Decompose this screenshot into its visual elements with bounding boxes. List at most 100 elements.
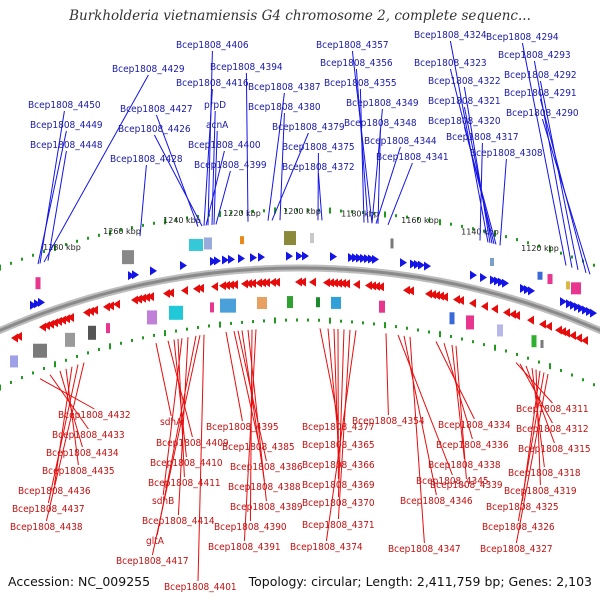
reverse-gene-arrow (353, 279, 360, 289)
outer-tick (87, 236, 89, 240)
reverse-gene-arrow (231, 280, 238, 290)
outer-tick (461, 224, 463, 228)
reverse-gene-arrow (581, 336, 588, 346)
reverse-gene-label: Bcep1808_4436 (18, 486, 91, 497)
outer-tick (318, 208, 320, 212)
forward-gene-arrow (286, 251, 293, 261)
reverse-feature-block (316, 297, 320, 308)
forward-gene-label: Bcep1808_4357 (316, 40, 389, 51)
outer-tick (43, 250, 45, 254)
reverse-feature-block (379, 300, 385, 313)
forward-gene-arrow (330, 252, 337, 262)
outer-tick (483, 229, 485, 233)
reverse-gene-arrow (343, 279, 350, 289)
reverse-gene-arrow (193, 284, 200, 294)
inner-tick (527, 356, 529, 360)
forward-gene-label: Bcep1808_4292 (504, 70, 577, 81)
reverse-gene-label: Bcep1808_4336 (436, 440, 509, 451)
reverse-gene-label: Bcep1808_4410 (150, 458, 223, 469)
outer-tick (395, 214, 397, 218)
reverse-gene-arrow (55, 316, 62, 326)
forward-gene-arrow (180, 260, 187, 270)
reverse-gene-label: Bcep1808_4345 (416, 476, 489, 487)
accession-label: Accession: NC_009255 (8, 574, 151, 589)
forward-gene-label: Bcep1808_4450 (28, 100, 101, 111)
forward-gene-label: Bcep1808_4394 (210, 62, 283, 73)
forward-leader-line (139, 164, 147, 237)
forward-leader-line (499, 158, 507, 246)
forward-gene-arrow (228, 254, 235, 264)
forward-leader-line (155, 114, 199, 227)
forward-leader-line (43, 74, 149, 263)
outer-tick (516, 238, 518, 242)
topology-summary: Topology: circular; Length: 2,411,759 bp… (248, 574, 592, 589)
inner-tick (582, 378, 584, 382)
forward-gene-label: acnA (206, 120, 229, 131)
forward-leader-line (371, 108, 383, 224)
inner-tick (428, 330, 430, 334)
forward-gene-arrow (214, 256, 221, 266)
reverse-gene-arrow (91, 305, 98, 315)
inner-tick (373, 322, 375, 326)
forward-gene-label: Bcep1808_4290 (506, 108, 579, 119)
scale-label: 1220 kbp (223, 209, 261, 218)
reverse-gene-label: Bcep1808_4374 (290, 542, 363, 553)
inner-tick (274, 317, 276, 324)
reverse-feature-block (147, 310, 157, 325)
reverse-feature-block (331, 296, 341, 309)
forward-leader-line (279, 112, 285, 221)
outer-tick (428, 218, 430, 222)
forward-genes (30, 251, 597, 318)
forward-gene-arrow (360, 253, 367, 263)
forward-leader-line (207, 50, 213, 226)
forward-gene-arrow (356, 253, 363, 263)
inner-tick (142, 336, 144, 340)
forward-leader-line (449, 40, 489, 243)
forward-gene-arrow (424, 261, 431, 271)
reverse-gene-arrow (63, 314, 70, 324)
inner-tick (241, 320, 243, 324)
reverse-gene-label: Bcep1808_4395 (206, 422, 279, 433)
forward-leader-line (533, 60, 573, 268)
outer-tick (230, 211, 232, 215)
forward-gene-label: Bcep1808_4449 (30, 120, 103, 131)
forward-feature-block (490, 257, 494, 266)
reverse-gene-arrow (67, 312, 74, 322)
reverse-gene-arrow (309, 277, 316, 287)
forward-gene-arrow (128, 271, 135, 281)
outer-tick (131, 226, 133, 230)
inner-tick (417, 328, 419, 332)
forward-feature-block (571, 282, 581, 295)
reverse-gene-arrow (327, 278, 334, 288)
reverse-feature-block (33, 343, 47, 358)
forward-gene-label: Bcep1808_4355 (324, 78, 397, 89)
outer-tick (417, 217, 419, 221)
reverse-feature-block (65, 332, 75, 347)
reverse-gene-label: Bcep1808_4319 (504, 486, 577, 497)
forward-leader-line (267, 92, 285, 221)
forward-leader-line (203, 88, 213, 226)
reverse-gene-arrow (259, 278, 266, 288)
reverse-gene-arrow (263, 278, 270, 288)
forward-leader-line (215, 170, 231, 225)
forward-gene-arrow (132, 270, 139, 280)
reverse-gene-label: Bcep1808_4401 (164, 582, 237, 593)
inner-tick (164, 330, 166, 337)
reverse-gene-label: Bcep1808_4346 (400, 496, 473, 507)
outer-tick (384, 211, 386, 218)
forward-gene-arrow (238, 254, 245, 264)
reverse-gene-label: Bcep1808_4326 (482, 522, 555, 533)
forward-gene-arrow (520, 283, 527, 293)
reverse-gene-label: Bcep1808_4354 (352, 416, 425, 427)
reverse-gene-arrow (569, 331, 576, 341)
outer-tick (494, 230, 496, 237)
reverse-gene-arrow (503, 308, 510, 318)
reverse-gene-arrow (269, 277, 276, 287)
outer-tick (186, 216, 188, 220)
forward-gene-label: Bcep1808_4379 (272, 122, 345, 133)
outer-tick (274, 207, 276, 214)
forward-gene-arrow (414, 260, 421, 270)
outer-tick (439, 219, 441, 226)
outer-tick (505, 235, 507, 239)
